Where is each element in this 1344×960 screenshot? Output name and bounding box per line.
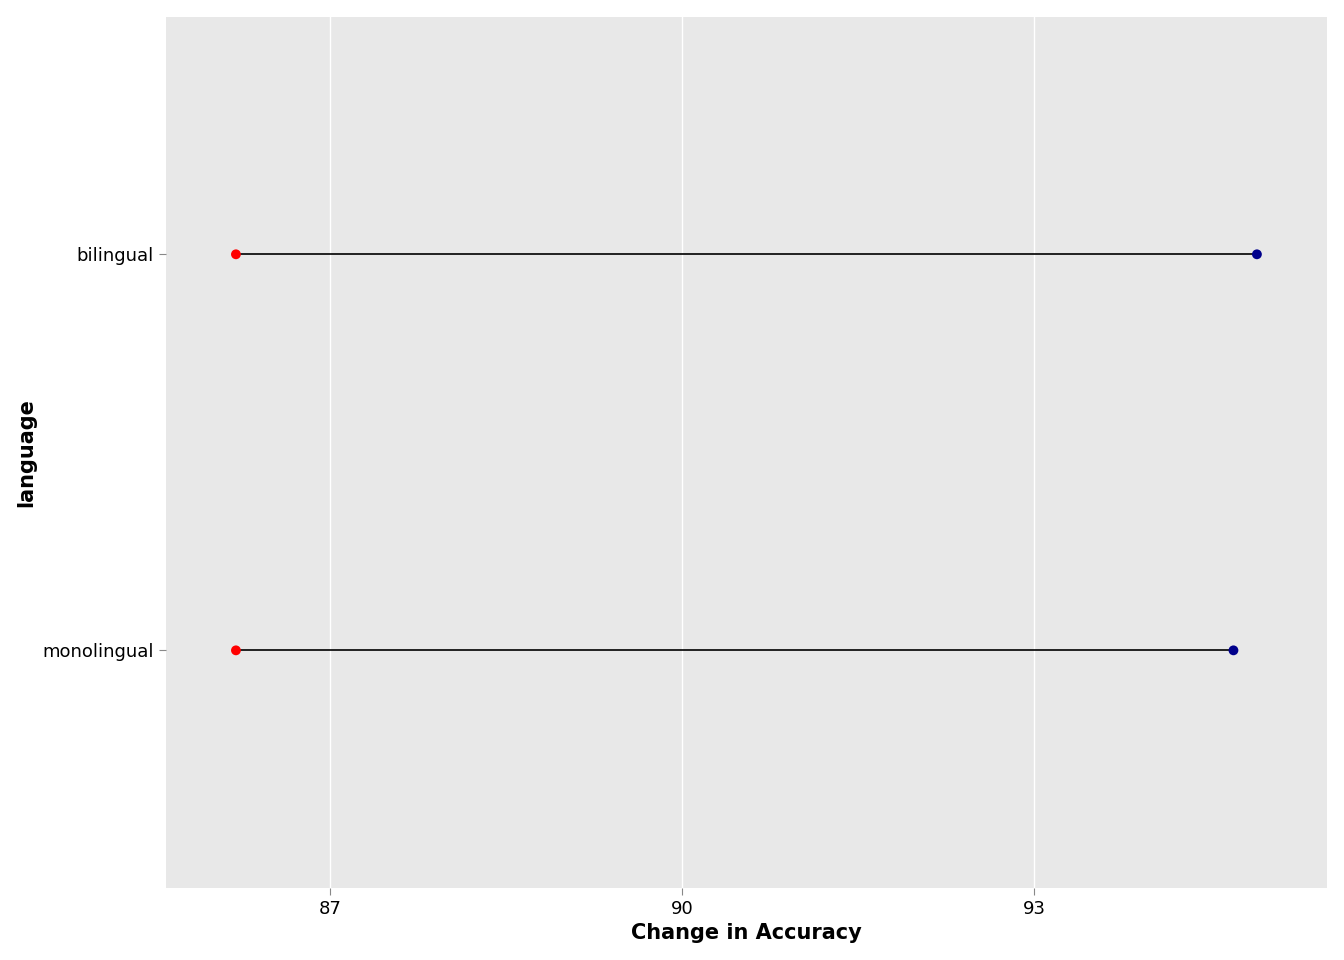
Point xyxy=(226,247,247,262)
X-axis label: Change in Accuracy: Change in Accuracy xyxy=(632,924,862,944)
Point xyxy=(226,642,247,658)
Point xyxy=(1246,247,1267,262)
Y-axis label: language: language xyxy=(16,397,36,507)
Point xyxy=(1223,642,1245,658)
